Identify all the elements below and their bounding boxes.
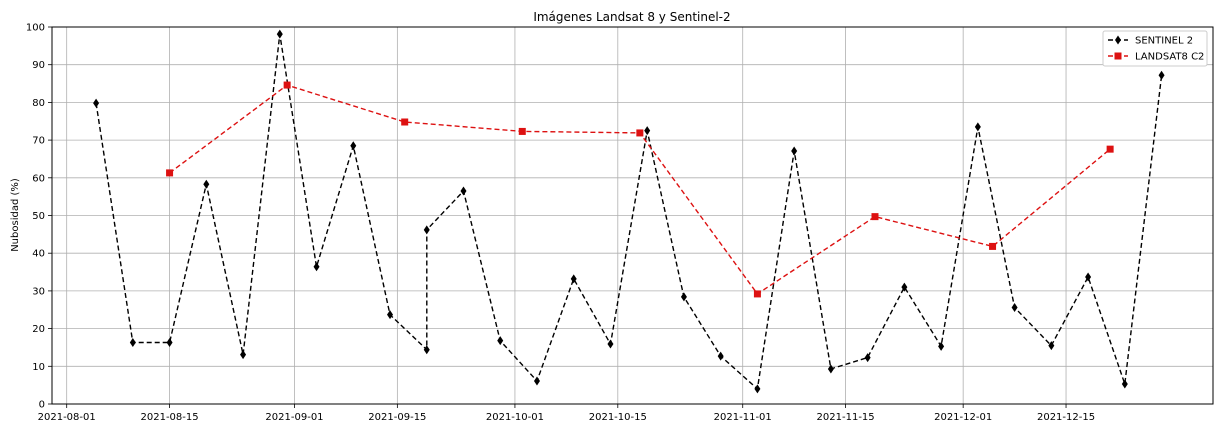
- data-point-sentinel-2: [166, 338, 173, 348]
- legend-label-landsat8-c2: LANDSAT8 C2: [1135, 52, 1204, 63]
- y-tick-label: 90: [32, 60, 45, 71]
- data-point-sentinel-2: [1158, 70, 1165, 80]
- x-tick-label: 2021-11-15: [817, 412, 875, 423]
- x-tick-label: 2021-12-01: [934, 412, 992, 423]
- x-tick-label: 2021-09-15: [368, 412, 426, 423]
- data-point-sentinel-2: [276, 29, 283, 39]
- data-point-sentinel-2: [1048, 341, 1055, 351]
- x-tick-label: 2021-12-15: [1037, 412, 1095, 423]
- y-tick-label: 40: [32, 249, 45, 260]
- y-tick-label: 70: [32, 136, 45, 147]
- x-tick-label: 2021-10-01: [486, 412, 544, 423]
- data-point-sentinel-2: [93, 98, 100, 108]
- data-point-sentinel-2: [129, 338, 136, 348]
- x-tick-label: 2021-08-01: [38, 412, 96, 423]
- data-point-landsat8-c2: [283, 81, 291, 89]
- data-point-sentinel-2: [901, 282, 908, 292]
- axes: 0 10 20 30 40 50 60 70 80 90 100 2021-08-01 2021-08-…: [26, 23, 1095, 424]
- y-tick-label: 10: [32, 362, 45, 373]
- data-point-sentinel-2: [644, 126, 651, 136]
- data-point-sentinel-2: [717, 351, 724, 361]
- x-tick-label: 2021-08-15: [141, 412, 199, 423]
- data-point-sentinel-2: [974, 122, 981, 132]
- data-point-sentinel-2: [607, 339, 614, 349]
- data-point-sentinel-2: [791, 146, 798, 156]
- chart-title: Imágenes Landsat 8 y Sentinel-2: [533, 10, 730, 24]
- data-point-sentinel-2: [827, 364, 834, 374]
- data-point-landsat8-c2: [518, 127, 526, 135]
- data-point-sentinel-2: [423, 345, 430, 355]
- legend-label-sentinel-2: SENTINEL 2: [1135, 36, 1193, 47]
- y-tick-label: 80: [32, 98, 45, 109]
- data-point-landsat8-c2: [636, 129, 644, 137]
- series-layer: [93, 29, 1165, 394]
- series-landsat8-c2: [166, 81, 1114, 298]
- data-point-sentinel-2: [203, 179, 210, 189]
- series-sentinel-2: [93, 29, 1165, 394]
- legend-marker-sentinel-2: [1115, 35, 1121, 45]
- data-point-landsat8-c2: [401, 118, 409, 126]
- data-point-sentinel-2: [497, 336, 504, 346]
- legend-marker-landsat8-c2: [1114, 52, 1122, 60]
- x-tick-label: 2021-10-15: [589, 412, 647, 423]
- data-point-sentinel-2: [387, 310, 394, 320]
- data-point-landsat8-c2: [871, 213, 879, 221]
- legend: SENTINEL 2 LANDSAT8 C2: [1102, 30, 1208, 67]
- data-point-landsat8-c2: [753, 290, 761, 298]
- data-point-sentinel-2: [754, 384, 761, 394]
- x-tick-label: 2021-11-01: [714, 412, 772, 423]
- data-point-sentinel-2: [864, 353, 871, 363]
- data-point-sentinel-2: [1085, 272, 1092, 282]
- data-point-landsat8-c2: [989, 242, 997, 250]
- y-tick-label: 50: [32, 211, 45, 222]
- data-point-sentinel-2: [680, 292, 687, 302]
- y-tick-label: 0: [39, 400, 45, 411]
- y-axis-label: Nubosidad (%): [10, 178, 21, 252]
- y-tick-label: 60: [32, 173, 45, 184]
- legend-box: [1102, 30, 1208, 67]
- y-tick-label: 20: [32, 324, 45, 335]
- x-tick-label: 2021-09-01: [265, 412, 323, 423]
- data-point-sentinel-2: [533, 376, 540, 386]
- data-point-landsat8-c2: [1106, 145, 1114, 153]
- data-point-sentinel-2: [570, 274, 577, 284]
- y-tick-label: 30: [32, 286, 45, 297]
- data-point-sentinel-2: [240, 350, 247, 360]
- data-point-sentinel-2: [1121, 379, 1128, 389]
- data-point-sentinel-2: [1011, 302, 1018, 312]
- data-point-sentinel-2: [423, 225, 430, 235]
- data-point-sentinel-2: [313, 262, 320, 272]
- data-point-sentinel-2: [350, 141, 357, 151]
- data-point-sentinel-2: [938, 341, 945, 351]
- y-tick-label: 100: [26, 23, 45, 34]
- data-point-landsat8-c2: [166, 169, 174, 177]
- data-point-sentinel-2: [460, 186, 467, 196]
